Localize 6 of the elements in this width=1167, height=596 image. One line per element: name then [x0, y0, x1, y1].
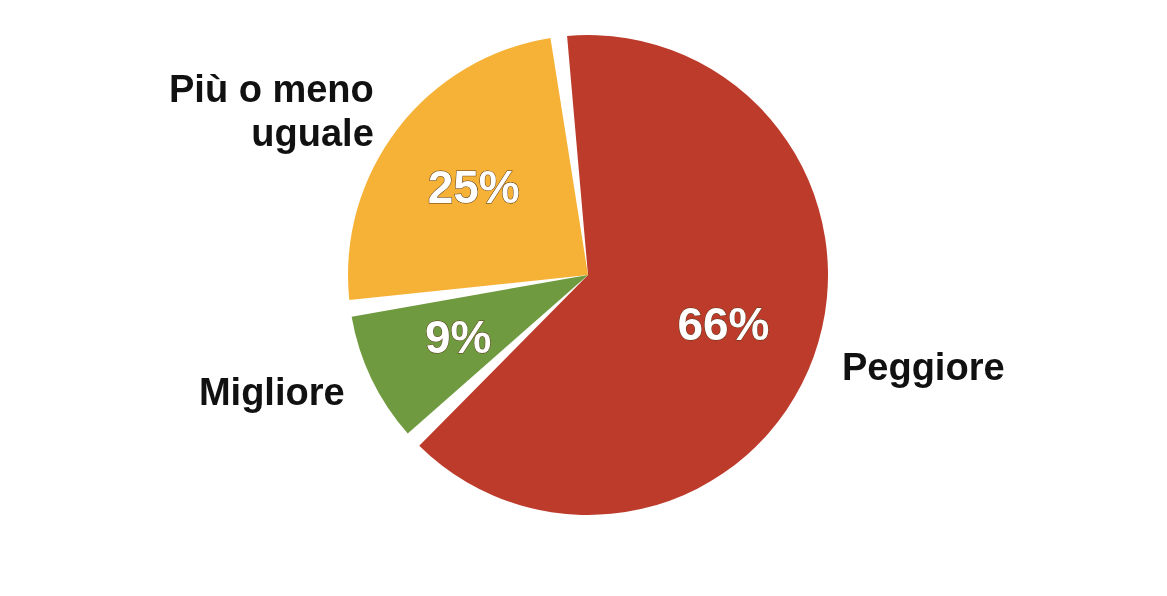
data-label: 66% [677, 297, 770, 350]
slice-label: Migliore [198, 370, 345, 413]
slice-label: Peggiore [841, 345, 1005, 388]
slice-label: Più o meno uguale [169, 67, 374, 154]
data-label: 25% [427, 161, 520, 214]
data-label: 9% [424, 311, 492, 364]
